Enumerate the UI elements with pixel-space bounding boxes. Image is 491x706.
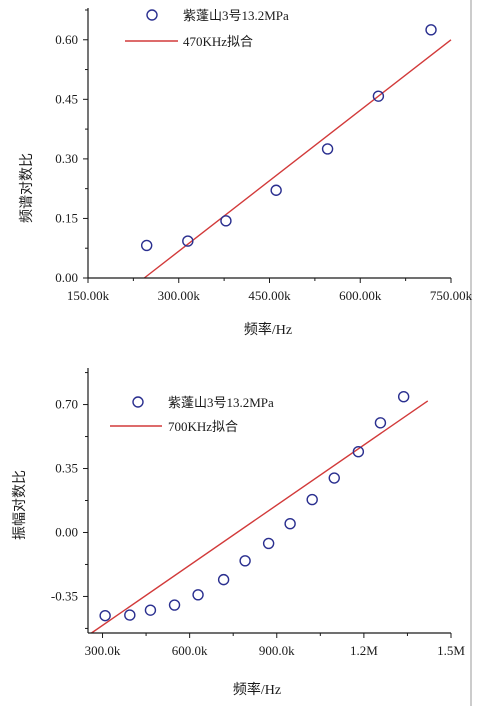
top-x-tick-label: 450.00k (248, 288, 291, 303)
bottom-data-point (192, 589, 204, 601)
top-chart-axes: 150.00k 300.00k 450.00k 600.00k 750.00k 0.00 0… (55, 8, 473, 303)
bottom-data-point (328, 472, 340, 484)
top-y-tick-label: 0.00 (55, 270, 78, 285)
top-chart: 150.00k 300.00k 450.00k 600.00k 750.00k 0.00 0… (19, 8, 473, 338)
bottom-chart: 300.0k 600.0k 900.0k 1.2M 1.5M -0.35 0.00 0.35 0… (12, 368, 465, 698)
top-x-tick-label: 750.00k (430, 288, 473, 303)
top-x-tick-label: 600.00k (339, 288, 382, 303)
top-y-axis-title: 频谱对数比 (19, 153, 35, 223)
bottom-legend-label-fit: 700KHz拟合 (168, 419, 238, 434)
bottom-data-point (262, 537, 275, 550)
top-y-tick-label: 0.60 (55, 32, 78, 47)
bottom-x-tick-label: 1.5M (437, 643, 465, 658)
bottom-legend-marker (132, 396, 144, 408)
top-data-point (270, 184, 282, 196)
top-data-point (321, 143, 334, 155)
top-chart-legend: 紫蓬山3号13.2MPa 470KHz拟合 (125, 8, 289, 49)
bottom-chart-marks (91, 390, 429, 634)
top-x-tick-label: 300.00k (158, 288, 201, 303)
bottom-y-axis-title: 振幅对数比 (12, 470, 28, 540)
bottom-chart-legend: 紫蓬山3号13.2MPa 700KHz拟合 (110, 395, 274, 434)
bottom-x-tick-label: 300.0k (85, 643, 121, 658)
bottom-data-point (239, 555, 251, 567)
bottom-data-point (352, 446, 365, 458)
bottom-x-tick-label: 900.0k (259, 643, 295, 658)
bottom-y-tick-label: 0.70 (55, 397, 78, 412)
bottom-y-tick-label: -0.35 (51, 588, 78, 603)
top-fit-line (143, 39, 452, 279)
bottom-data-point (168, 599, 181, 611)
bottom-chart-axes: 300.0k 600.0k 900.0k 1.2M 1.5M -0.35 0.00 0.35 0… (51, 368, 465, 658)
top-data-point (220, 215, 232, 227)
bottom-legend-label-points: 紫蓬山3号13.2MPa (168, 395, 274, 410)
bottom-fit-line (91, 400, 429, 634)
top-y-tick-label: 0.45 (55, 91, 78, 106)
bottom-data-point (124, 609, 136, 621)
top-data-point (372, 90, 385, 102)
bottom-y-tick-label: 0.35 (55, 461, 78, 476)
bottom-x-tick-label: 1.2M (350, 643, 378, 658)
top-x-axis-title: 频率/Hz (244, 321, 292, 338)
bottom-x-tick-label: 600.0k (172, 643, 208, 658)
bottom-data-point (397, 390, 410, 403)
top-data-point (425, 24, 437, 36)
top-legend-label-points: 紫蓬山3号13.2MPa (183, 8, 289, 23)
top-data-point (182, 235, 194, 247)
bottom-data-point (306, 493, 318, 506)
bottom-x-axis-title: 频率/Hz (233, 681, 281, 698)
bottom-data-point (284, 518, 296, 530)
top-legend-label-fit: 470KHz拟合 (183, 34, 253, 49)
top-x-tick-label: 150.00k (67, 288, 110, 303)
top-legend-marker (146, 9, 158, 21)
top-y-tick-label: 0.30 (55, 151, 78, 166)
top-data-point (140, 239, 153, 252)
bottom-data-point (374, 417, 387, 429)
top-y-tick-label: 0.15 (55, 210, 78, 225)
bottom-data-point (144, 604, 157, 616)
bottom-data-point (99, 609, 111, 622)
bottom-data-point (217, 573, 230, 586)
bottom-y-tick-label: 0.00 (55, 524, 78, 539)
top-chart-marks (140, 24, 452, 279)
